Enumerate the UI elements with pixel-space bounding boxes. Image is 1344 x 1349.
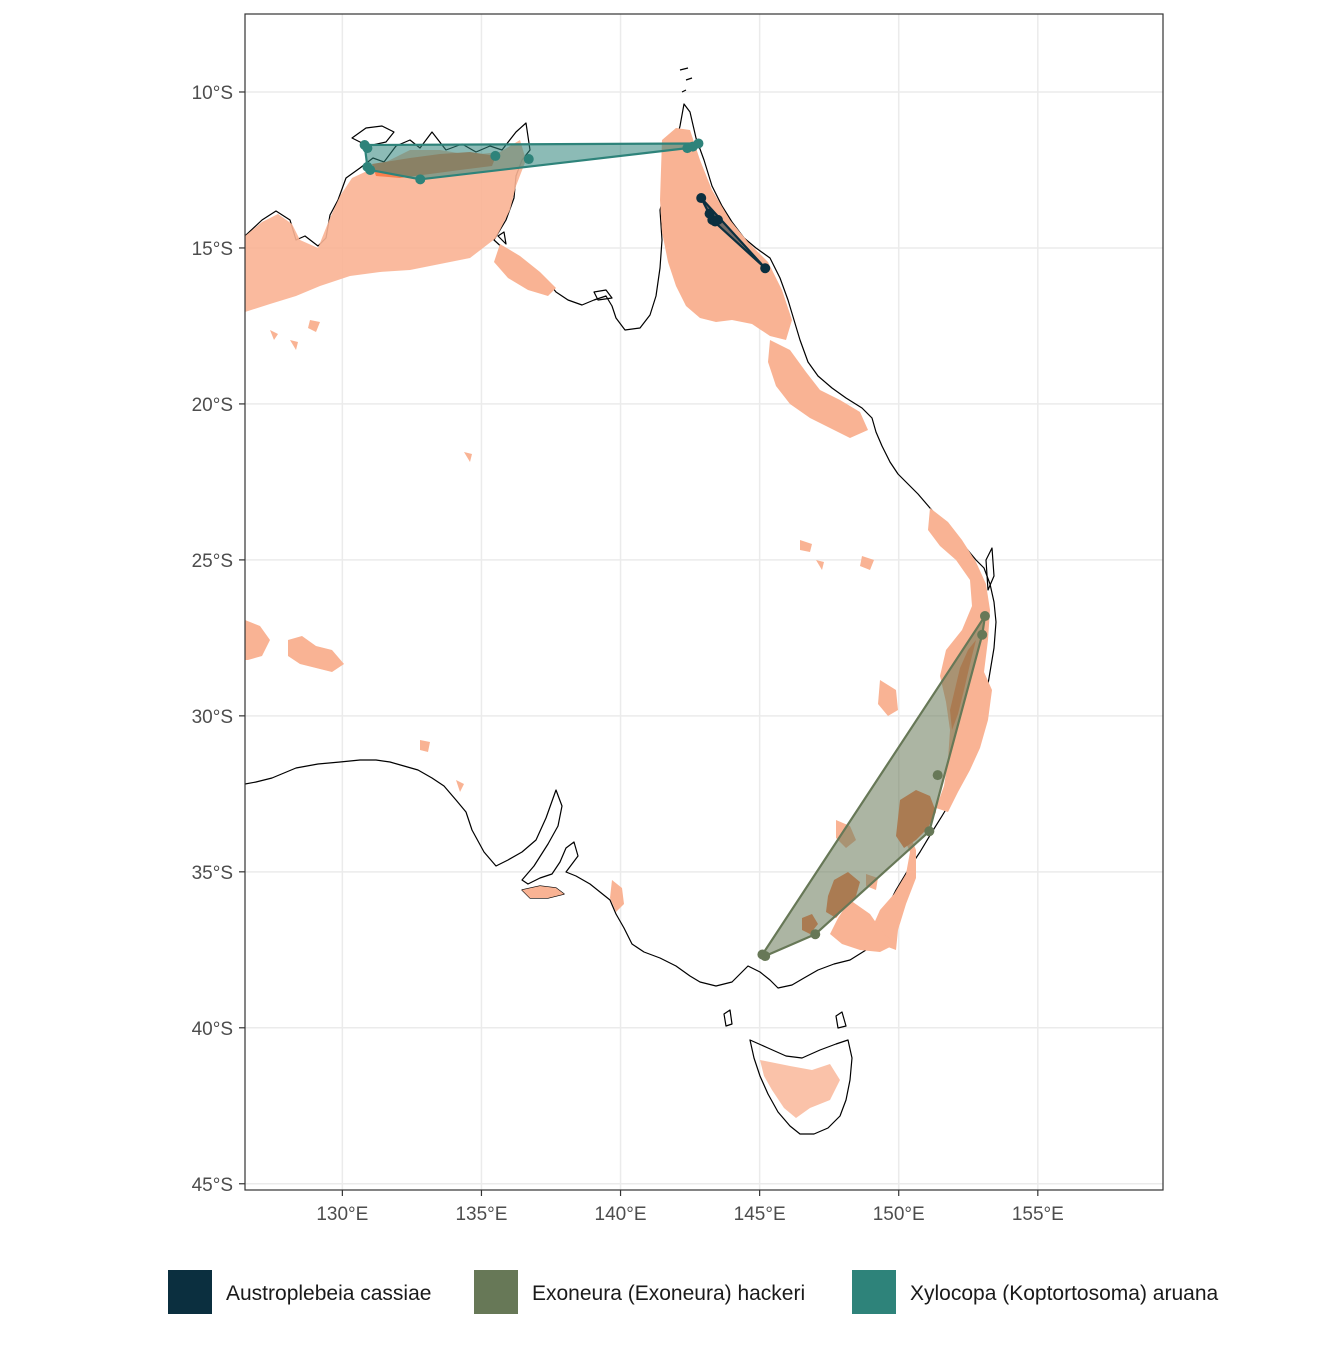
record-point-austroplebeia-cassiae xyxy=(712,214,723,225)
x-tick-label: 130°E xyxy=(316,1204,368,1225)
record-point-exoneura-exoneura-hackeri xyxy=(810,929,821,940)
y-tick-label: 40°S xyxy=(192,1019,233,1040)
legend-label-exoneura-hackeri: Exoneura (Exoneura) hackeri xyxy=(532,1282,805,1305)
y-tick-label: 15°S xyxy=(192,239,233,260)
x-tick-label: 145°E xyxy=(734,1204,786,1225)
record-point-austroplebeia-cassiae xyxy=(760,263,771,274)
y-tick-label: 10°S xyxy=(192,83,233,104)
axes: 130°E 135°E 140°E 145°E 150°E 155°E 10°S 15°S 20… xyxy=(192,83,1064,1225)
record-point-exoneura-exoneura-hackeri xyxy=(932,770,943,781)
record-point-exoneura-exoneura-hackeri xyxy=(757,949,768,960)
record-point-exoneura-exoneura-hackeri xyxy=(977,629,988,640)
x-tick-label: 140°E xyxy=(595,1204,647,1225)
record-point-xylocopa-koptortosoma-aruana xyxy=(415,174,426,185)
legend-key-xylocopa-aruana xyxy=(852,1270,896,1314)
species-records xyxy=(359,138,990,962)
bass-strait-islands xyxy=(723,1009,847,1029)
x-tick-label: 135°E xyxy=(455,1204,507,1225)
tasmania-coast xyxy=(749,1039,853,1135)
legend-key-austroplebeia-cassiae xyxy=(168,1270,212,1314)
record-point-xylocopa-koptortosoma-aruana xyxy=(362,143,373,154)
y-tick-label: 25°S xyxy=(192,551,233,572)
record-point-xylocopa-koptortosoma-aruana xyxy=(490,150,501,161)
record-point-exoneura-exoneura-hackeri xyxy=(979,611,990,622)
legend-key-exoneura-hackeri xyxy=(474,1270,518,1314)
record-point-austroplebeia-cassiae xyxy=(696,193,707,204)
record-point-xylocopa-koptortosoma-aruana xyxy=(693,138,704,149)
legend: Austroplebeia cassiae Exoneura (Exoneura… xyxy=(168,1270,1218,1314)
torres-strait-islands xyxy=(679,67,693,93)
y-tick-label: 20°S xyxy=(192,395,233,416)
record-point-xylocopa-koptortosoma-aruana xyxy=(523,154,534,165)
y-tick-label: 35°S xyxy=(192,863,233,884)
legend-label-austroplebeia-cassiae: Austroplebeia cassiae xyxy=(226,1282,431,1305)
y-tick-label: 45°S xyxy=(192,1175,233,1196)
y-tick-label: 30°S xyxy=(192,707,233,728)
record-point-xylocopa-koptortosoma-aruana xyxy=(365,164,376,175)
panel-border xyxy=(244,13,1164,1191)
legend-label-xylocopa-aruana: Xylocopa (Koptortosoma) aruana xyxy=(910,1282,1218,1305)
x-tick-label: 155°E xyxy=(1012,1204,1064,1225)
x-tick-label: 150°E xyxy=(873,1204,925,1225)
gulf-islands xyxy=(497,231,613,301)
fraser-island-coast xyxy=(985,547,995,591)
record-point-exoneura-exoneura-hackeri xyxy=(924,826,935,837)
